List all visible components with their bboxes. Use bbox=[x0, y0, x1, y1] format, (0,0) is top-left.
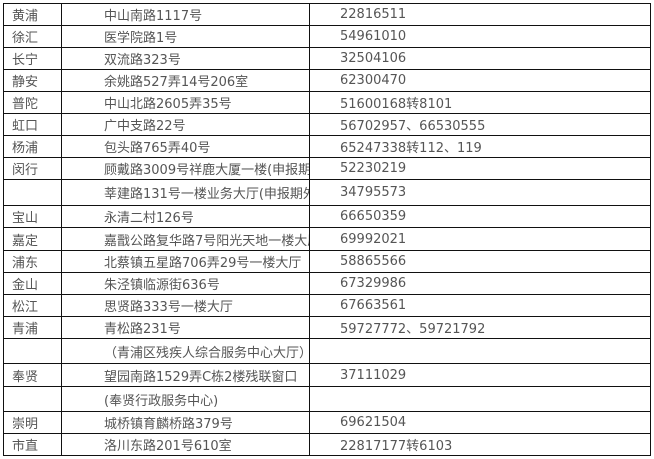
table-row: 金山 朱泾镇临源街636号 67329986 bbox=[3, 272, 651, 295]
address-cell: 思贤路333号一楼大厅 bbox=[61, 294, 310, 317]
phone-cell: 51600168转8101 bbox=[309, 91, 651, 114]
address-cell: 嘉戬公路复华路7号阳光天地一楼大厅 bbox=[61, 227, 310, 251]
district-cell bbox=[3, 386, 62, 412]
district-cell: 杨浦 bbox=[3, 135, 62, 158]
address-cell: 顾戴路3009号祥鹿大厦一楼(申报期内) bbox=[61, 157, 310, 180]
district-cell: 金山 bbox=[3, 272, 62, 295]
table-row: （青浦区残疾人综合服务中心大厅） bbox=[3, 338, 651, 364]
table-row: 莘建路131号一楼业务大厅(申报期外) 34795573 bbox=[3, 179, 651, 206]
address-cell: 莘建路131号一楼业务大厅(申报期外) bbox=[61, 179, 310, 206]
address-cell: 朱泾镇临源街636号 bbox=[61, 272, 310, 295]
table-row: 普陀 中山北路2605弄35号 51600168转8101 bbox=[3, 91, 651, 114]
phone-cell: 22817177转6103 bbox=[309, 433, 651, 456]
phone-cell: 69621504 bbox=[309, 411, 651, 434]
phone-cell bbox=[309, 386, 651, 412]
phone-cell: 69992021 bbox=[309, 227, 651, 251]
phone-cell: 22816511 bbox=[309, 3, 651, 26]
district-cell bbox=[3, 338, 62, 364]
district-cell: 嘉定 bbox=[3, 227, 62, 251]
phone-cell: 56702957、66530555 bbox=[309, 113, 651, 136]
table-row: 闵行 顾戴路3009号祥鹿大厦一楼(申报期内) 52230219 bbox=[3, 157, 651, 180]
district-cell bbox=[3, 179, 62, 206]
district-cell: 普陀 bbox=[3, 91, 62, 114]
phone-cell: 32504106 bbox=[309, 47, 651, 70]
table-row: 长宁 双流路323号 32504106 bbox=[3, 47, 651, 70]
address-cell: 青松路231号 bbox=[61, 316, 310, 339]
phone-cell: 34795573 bbox=[309, 179, 651, 206]
table-row: 杨浦 包头路765弄40号 65247338转112、119 bbox=[3, 135, 651, 158]
district-cell: 宝山 bbox=[3, 205, 62, 228]
district-cell: 徐汇 bbox=[3, 25, 62, 48]
address-cell: 中山北路2605弄35号 bbox=[61, 91, 310, 114]
table-row: 静安 余姚路527弄14号206室 62300470 bbox=[3, 69, 651, 92]
phone-cell: 52230219 bbox=[309, 157, 651, 180]
table-row: 虹口 广中支路22号 56702957、66530555 bbox=[3, 113, 651, 136]
phone-cell: 37111029 bbox=[309, 363, 651, 387]
address-cell: 双流路323号 bbox=[61, 47, 310, 70]
table-row: (奉贤行政服务中心) bbox=[3, 386, 651, 412]
district-cell: 长宁 bbox=[3, 47, 62, 70]
table-row: 宝山 永清二村126号 66650359 bbox=[3, 205, 651, 228]
phone-cell: 66650359 bbox=[309, 205, 651, 228]
address-cell: 永清二村126号 bbox=[61, 205, 310, 228]
address-cell: 医学院路1号 bbox=[61, 25, 310, 48]
table-row: 嘉定 嘉戬公路复华路7号阳光天地一楼大厅 69992021 bbox=[3, 227, 651, 251]
district-cell: 虹口 bbox=[3, 113, 62, 136]
district-cell: 松江 bbox=[3, 294, 62, 317]
table-row: 徐汇 医学院路1号 54961010 bbox=[3, 25, 651, 48]
table-row: 松江 思贤路333号一楼大厅 67663561 bbox=[3, 294, 651, 317]
address-cell: 余姚路527弄14号206室 bbox=[61, 69, 310, 92]
phone-cell: 62300470 bbox=[309, 69, 651, 92]
address-cell: 包头路765弄40号 bbox=[61, 135, 310, 158]
phone-cell: 65247338转112、119 bbox=[309, 135, 651, 158]
address-cell: 广中支路22号 bbox=[61, 113, 310, 136]
district-cell: 奉贤 bbox=[3, 363, 62, 387]
table-row: 青浦 青松路231号 59727772、59721792 bbox=[3, 316, 651, 339]
address-cell: 北蔡镇五星路706弄29号一楼大厅 bbox=[61, 250, 310, 273]
table-row: 浦东 北蔡镇五星路706弄29号一楼大厅 58865566 bbox=[3, 250, 651, 273]
table-row: 奉贤 望园南路1529弄C栋2楼残联窗口 37111029 bbox=[3, 363, 651, 387]
phone-cell: 54961010 bbox=[309, 25, 651, 48]
phone-cell: 59727772、59721792 bbox=[309, 316, 651, 339]
district-cell: 闵行 bbox=[3, 157, 62, 180]
address-cell: 城桥镇育麟桥路379号 bbox=[61, 411, 310, 434]
district-cell: 浦东 bbox=[3, 250, 62, 273]
phone-cell bbox=[309, 338, 651, 364]
address-cell: 中山南路1117号 bbox=[61, 3, 310, 26]
district-cell: 市直 bbox=[3, 433, 62, 456]
table-row: 黄浦 中山南路1117号 22816511 bbox=[3, 3, 651, 26]
phone-cell: 67663561 bbox=[309, 294, 651, 317]
address-cell: （青浦区残疾人综合服务中心大厅） bbox=[61, 338, 310, 364]
address-cell: 洛川东路201号610室 bbox=[61, 433, 310, 456]
district-cell: 崇明 bbox=[3, 411, 62, 434]
district-cell: 黄浦 bbox=[3, 3, 62, 26]
address-cell: (奉贤行政服务中心) bbox=[61, 386, 310, 412]
district-cell: 静安 bbox=[3, 69, 62, 92]
phone-cell: 58865566 bbox=[309, 250, 651, 273]
phone-cell: 67329986 bbox=[309, 272, 651, 295]
address-cell: 望园南路1529弄C栋2楼残联窗口 bbox=[61, 363, 310, 387]
office-table: 黄浦 中山南路1117号 22816511 徐汇 医学院路1号 54961010 长宁 双流路… bbox=[3, 3, 651, 456]
table-row: 崇明 城桥镇育麟桥路379号 69621504 bbox=[3, 411, 651, 434]
table-row: 市直 洛川东路201号610室 22817177转6103 bbox=[3, 433, 651, 456]
district-cell: 青浦 bbox=[3, 316, 62, 339]
